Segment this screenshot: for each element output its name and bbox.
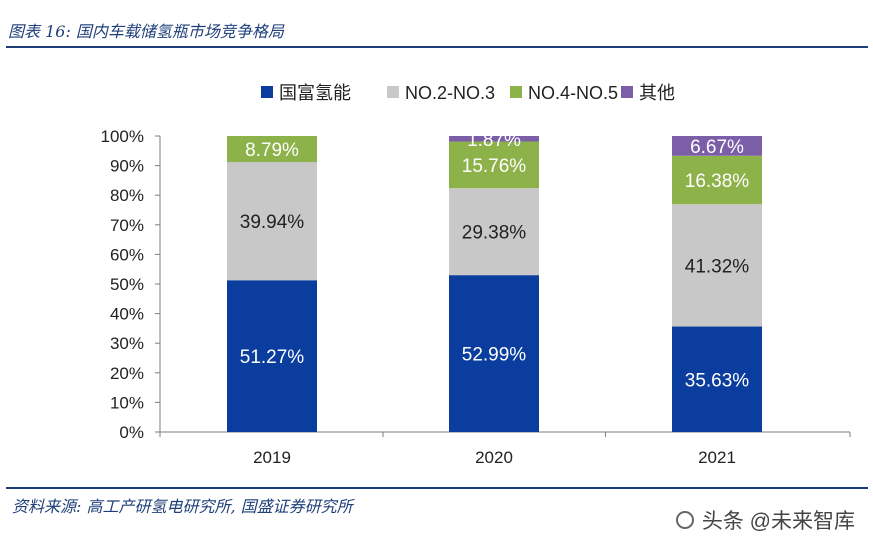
top-rule: [6, 46, 868, 48]
data-label: 52.99%: [462, 345, 527, 366]
bar-segment: [672, 326, 762, 432]
watermark-text: 头条 @未来智库: [701, 510, 855, 533]
bar-segment: [672, 136, 762, 156]
x-tick-label: 2020: [475, 448, 513, 467]
legend-swatch: [261, 86, 273, 98]
y-tick-label: 10%: [110, 393, 144, 412]
bar-segment: [449, 136, 539, 142]
legend-swatch: [621, 86, 633, 98]
bar-segment: [672, 204, 762, 327]
bar-segment: [449, 141, 539, 189]
data-label: 51.27%: [240, 347, 305, 368]
legend-label: NO.4-NO.5: [528, 83, 618, 103]
y-tick-label: 20%: [110, 364, 144, 383]
data-label: 15.76%: [462, 156, 527, 177]
bar-segment: [672, 155, 762, 205]
watermark: 头条 @未来智库: [675, 505, 855, 535]
x-tick-label: 2021: [698, 448, 736, 467]
data-label: 8.79%: [245, 140, 299, 161]
bottom-rule: [6, 487, 868, 489]
y-tick-label: 40%: [110, 305, 144, 324]
y-tick-label: 90%: [110, 157, 144, 176]
bar-segment: [227, 280, 317, 432]
data-label: 35.63%: [685, 370, 750, 391]
y-tick-label: 70%: [110, 216, 144, 235]
source-note: 资料来源: 高工产研氢电研究所, 国盛证券研究所: [12, 497, 353, 516]
y-tick-label: 60%: [110, 245, 144, 264]
data-label: 29.38%: [462, 223, 527, 244]
bar-segment: [227, 162, 317, 281]
legend-swatch: [387, 86, 399, 98]
data-label: 1.87%: [467, 130, 521, 151]
data-label: 39.94%: [240, 212, 305, 233]
data-label: 6.67%: [690, 137, 744, 158]
bar-segment: [449, 275, 539, 432]
y-tick-label: 50%: [110, 275, 144, 294]
y-tick-label: 0%: [119, 423, 144, 442]
data-label: 16.38%: [685, 171, 750, 192]
figure-title: 图表 16: 国内车载储氢瓶市场竞争格局: [8, 22, 284, 41]
legend-label: 其他: [639, 83, 675, 103]
y-tick-label: 100%: [101, 127, 144, 146]
x-tick-label: 2019: [253, 448, 291, 467]
legend-label: NO.2-NO.3: [405, 83, 495, 103]
y-tick-label: 80%: [110, 186, 144, 205]
legend-swatch: [510, 86, 522, 98]
bar-segment: [227, 136, 317, 163]
legend-label: 国富氢能: [279, 83, 351, 103]
data-label: 41.32%: [685, 256, 750, 277]
watermark-logo-icon: [675, 511, 694, 529]
y-tick-label: 30%: [110, 334, 144, 353]
bar-segment: [449, 188, 539, 276]
